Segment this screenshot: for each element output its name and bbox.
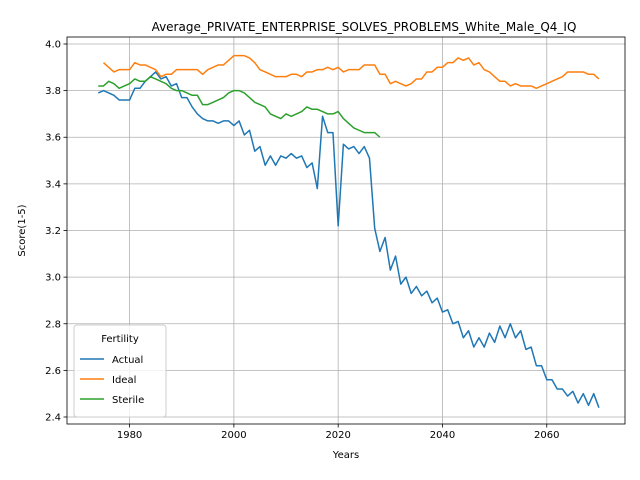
x-tick-label: 2020 xyxy=(325,430,350,441)
legend-box xyxy=(73,324,167,418)
y-tick-label: 4.0 xyxy=(45,39,61,50)
x-tick-label: 2000 xyxy=(221,430,246,441)
y-tick-label: 3.4 xyxy=(45,179,61,190)
y-tick-label: 2.4 xyxy=(45,413,61,424)
x-tick-label: 2060 xyxy=(534,430,559,441)
x-tick-label: 2040 xyxy=(430,430,455,441)
legend: Fertility Actual Ideal Sterile xyxy=(73,324,167,418)
y-axis-label: Score(1-5) xyxy=(17,204,28,256)
legend-label-sterile: Sterile xyxy=(112,395,144,406)
series-line-sterile xyxy=(98,75,381,138)
y-tick-label: 3.0 xyxy=(45,273,61,284)
x-tick-label: 1980 xyxy=(117,430,142,441)
legend-label-ideal: Ideal xyxy=(112,375,136,386)
legend-label-actual: Actual xyxy=(112,355,143,366)
series-lines xyxy=(97,54,600,408)
grid-lines xyxy=(67,37,625,424)
y-tick-label: 3.8 xyxy=(45,86,61,97)
y-tick-label: 3.6 xyxy=(45,133,61,144)
y-tick-label: 2.8 xyxy=(45,319,61,330)
chart-title: Average_PRIVATE_ENTERPRISE_SOLVES_PROBLE… xyxy=(152,20,577,34)
y-tick-label: 2.6 xyxy=(45,366,61,377)
x-axis-label: Years xyxy=(332,450,359,461)
legend-items: Actual Ideal Sterile xyxy=(80,355,144,406)
series-line-actual xyxy=(97,71,600,408)
series-line-ideal xyxy=(102,54,600,90)
legend-title: Fertility xyxy=(101,334,139,345)
axis-ticks: 1980 2000 2020 2040 2060 2.4 2.6 2.8 3.0 3.2 3.4 3.… xyxy=(45,39,559,441)
y-tick-label: 3.2 xyxy=(45,226,61,237)
